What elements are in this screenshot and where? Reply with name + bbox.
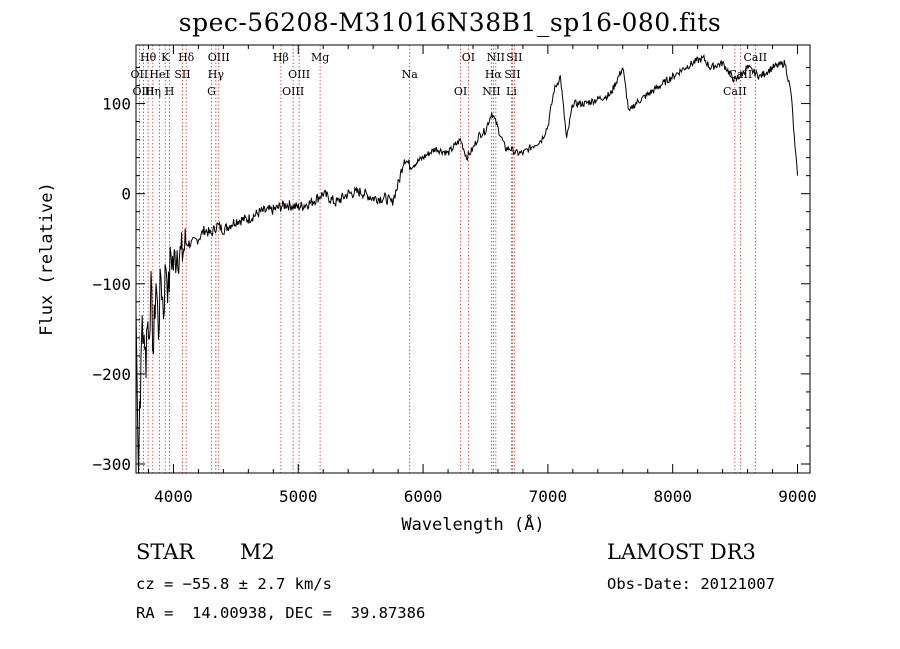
spectral-line-label: SII <box>506 51 522 64</box>
spectral-line-label: OIII <box>282 85 304 98</box>
x-tick-label: 8000 <box>653 487 692 506</box>
object-type: STAR <box>136 540 195 564</box>
spectral-line-label: Hη <box>145 85 161 98</box>
redshift-cz: cz = −55.8 ± 2.7 km/s <box>136 575 332 593</box>
spectral-line-label: SII <box>174 68 190 81</box>
spectral-line-label: K <box>161 51 170 64</box>
spectral-line-label: H <box>165 85 175 98</box>
plot-frame <box>135 44 811 474</box>
x-tick-label: 7000 <box>529 487 568 506</box>
y-tick-label: −200 <box>92 365 131 384</box>
obs-date: Obs-Date: 20121007 <box>607 575 775 593</box>
x-axis-ticks: 4000 5000 6000 7000 8000 9000 <box>147 45 817 506</box>
y-tick-label: −300 <box>92 455 131 474</box>
spectral-line-label: Hγ <box>208 68 225 81</box>
spectral-line-label: OII <box>131 68 149 81</box>
spectral-line-label: G <box>207 85 216 98</box>
spectral-line-label: NII <box>482 85 500 98</box>
spectral-line-label: HeI <box>149 68 169 81</box>
survey-name: LAMOST DR3 <box>607 540 756 564</box>
y-tick-label: −100 <box>92 275 131 294</box>
coordinates: RA = 14.00938, DEC = 39.87386 <box>136 604 426 622</box>
spectral-line-label: OI <box>454 85 467 98</box>
chart-title: spec-56208-M31016N38B1_sp16-080.fits <box>178 8 722 37</box>
spectral-line-markers <box>138 45 756 473</box>
subclass: M2 <box>240 540 275 564</box>
spectral-line-label: Hβ <box>273 51 289 64</box>
spectral-line-label: Hα <box>485 68 503 81</box>
spectral-line-label: OIII <box>288 68 310 81</box>
spectral-line-labels: HθOIIOIIIKHeIHηHδSIIHOIIIHγGHβOIIIOIIIMg… <box>131 51 768 98</box>
spectral-line-label: Hδ <box>178 51 195 64</box>
spectral-line-label: OIII <box>208 51 230 64</box>
spectral-line-label: CaII <box>743 51 767 64</box>
spectral-line-label: Hθ <box>140 51 157 64</box>
y-axis-ticks: −300 −200 −100 0 100 <box>92 67 810 474</box>
spectral-line-label: CaII <box>723 85 747 98</box>
spectral-line-label: SII <box>504 68 520 81</box>
spectral-line-label: OIII <box>132 85 154 98</box>
spectrum-line <box>135 53 798 474</box>
spectral-line-label: Li <box>506 85 517 98</box>
spectral-line-label: Mg <box>311 51 329 64</box>
x-axis-label: Wavelength (Å) <box>401 513 544 535</box>
y-axis-label: Flux (relative) <box>37 182 57 336</box>
x-tick-label: 9000 <box>778 487 817 506</box>
spectral-line-label: Na <box>402 68 419 81</box>
spectral-line-label: OI <box>462 51 475 64</box>
x-tick-label: 4000 <box>154 487 193 506</box>
spectral-line-label: NII <box>487 51 505 64</box>
y-tick-label: 0 <box>121 185 131 204</box>
x-tick-label: 6000 <box>404 487 443 506</box>
y-tick-label: 100 <box>102 95 131 114</box>
x-tick-label: 5000 <box>279 487 318 506</box>
